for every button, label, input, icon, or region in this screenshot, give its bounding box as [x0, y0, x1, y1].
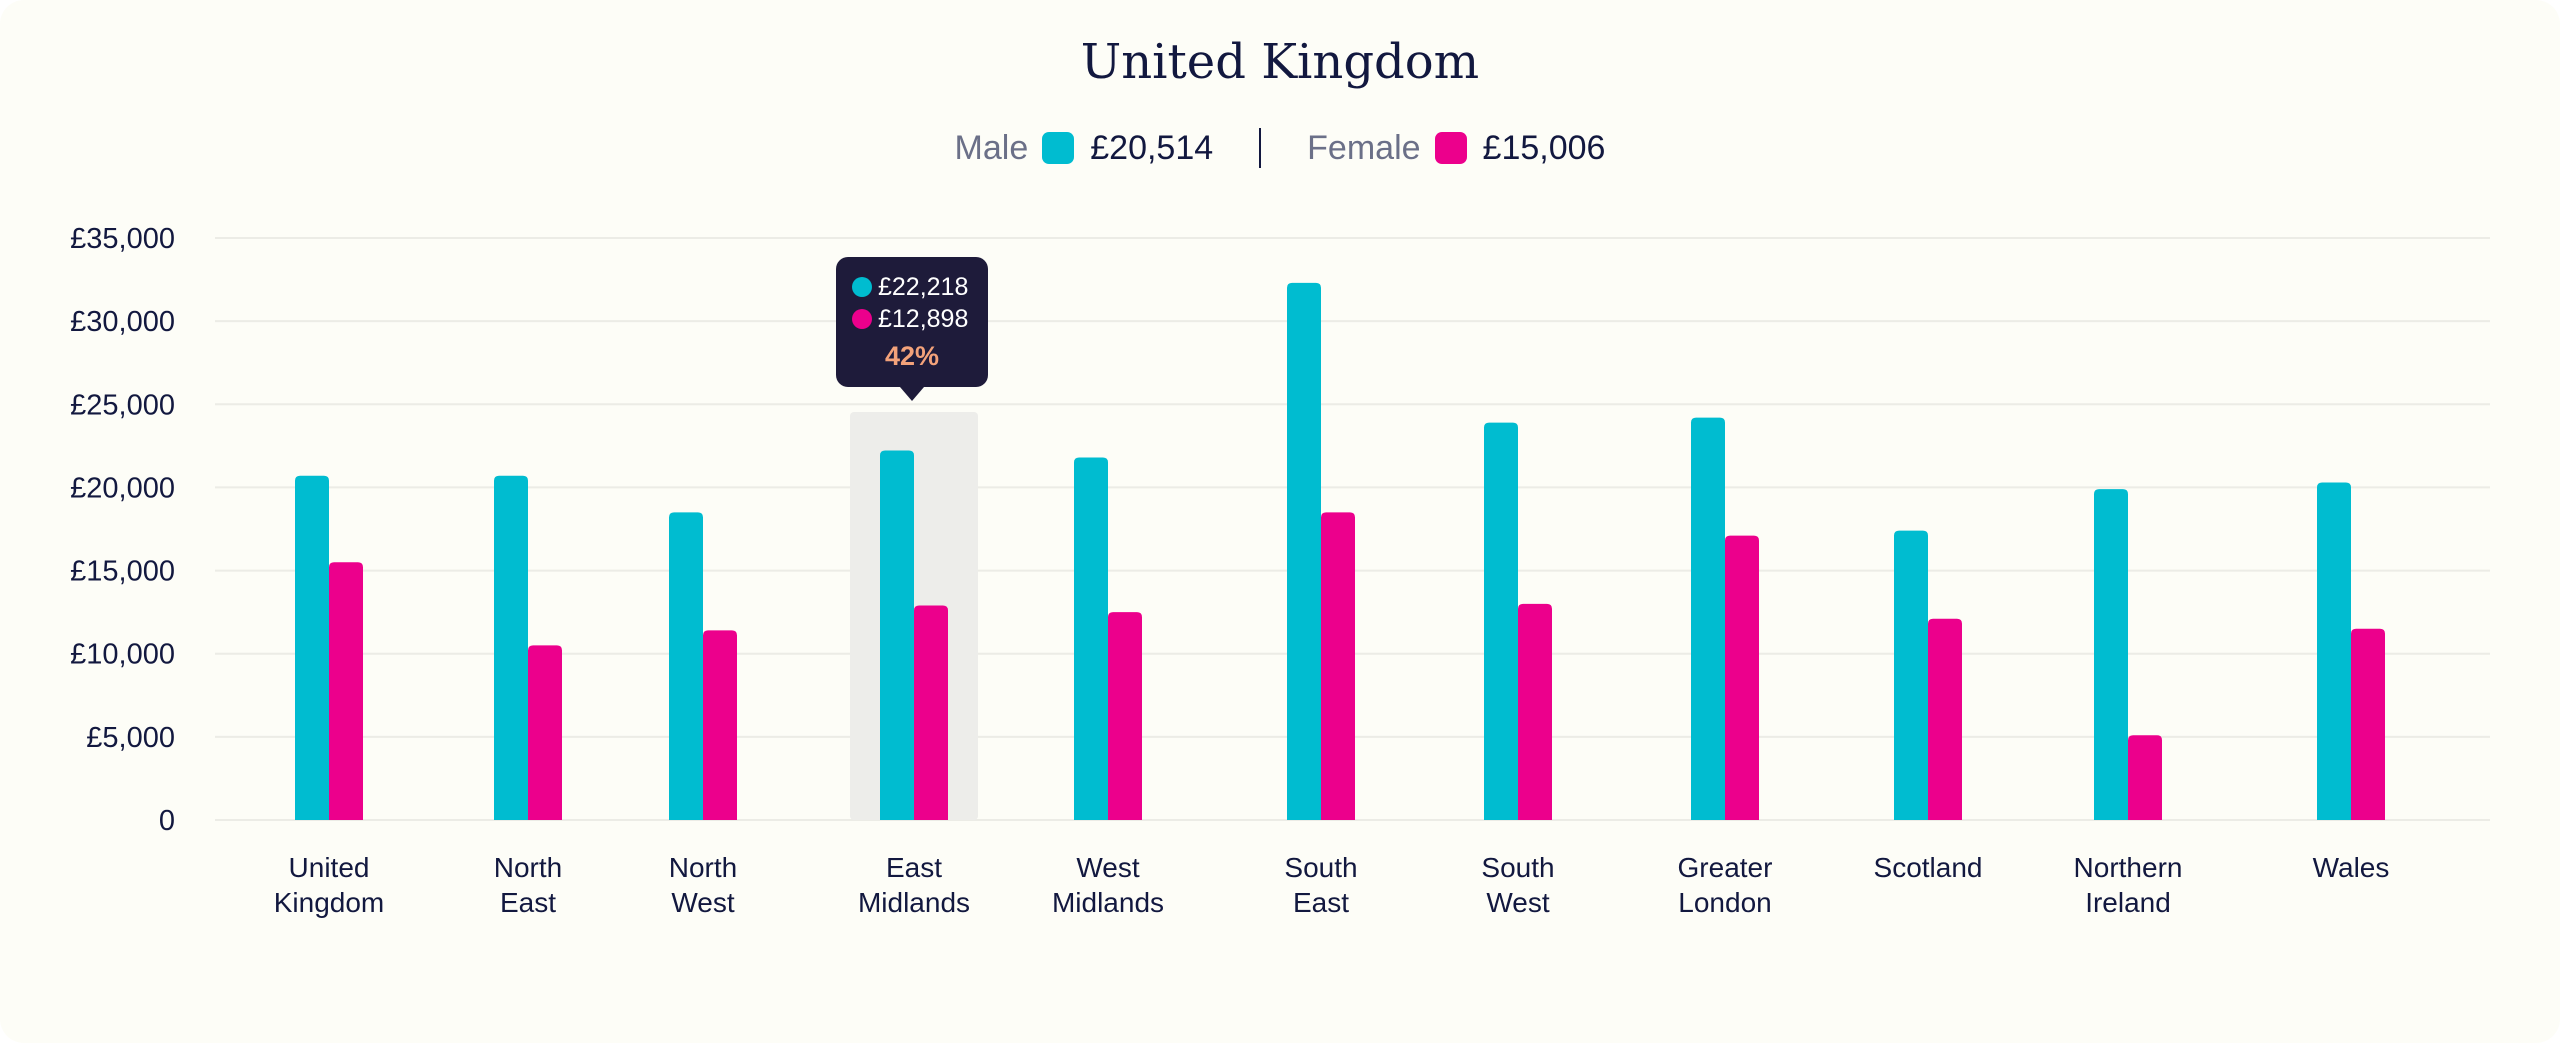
bar-female: [1518, 603, 1552, 820]
y-tick-label: £5,000: [86, 722, 175, 754]
bar-male: [669, 512, 703, 820]
bar-male: [1894, 530, 1928, 820]
y-tick-label: 0: [159, 805, 175, 837]
x-tick-label: North: [494, 852, 562, 883]
y-tick-label: £25,000: [70, 389, 175, 421]
y-tick-label: £30,000: [70, 306, 175, 338]
tooltip-gap-percent: 42%: [884, 341, 940, 371]
x-tick-label: East: [1293, 887, 1349, 918]
x-tick-label: Scotland: [1874, 852, 1983, 883]
bar-male: [1074, 457, 1108, 820]
legend-female-swatch: [1434, 132, 1467, 164]
legend-item-female[interactable]: Female £15,006: [1307, 129, 1605, 168]
x-tick-label: East: [886, 852, 942, 883]
bar-male: [880, 450, 914, 820]
y-tick-label: £20,000: [70, 472, 175, 504]
tooltip-male-row: £22,218: [852, 271, 988, 303]
bar-female: [1321, 512, 1355, 820]
bar-male: [295, 475, 329, 820]
bar-male: [1484, 422, 1518, 820]
bar-female: [1108, 612, 1142, 820]
x-tick-label: West: [671, 887, 734, 918]
y-tick-label: £15,000: [70, 556, 175, 588]
bar-male: [1691, 417, 1725, 820]
bar-female: [2351, 628, 2385, 820]
x-tick-label: Greater: [1678, 852, 1773, 883]
x-tick-label: North: [669, 852, 737, 883]
x-tick-label: South: [1481, 852, 1554, 883]
y-tick-label: £10,000: [70, 639, 175, 671]
tooltip-female-value: £12,898: [878, 304, 969, 333]
bar-male: [2317, 482, 2351, 820]
x-tick-label: Kingdom: [274, 887, 385, 918]
x-tick-label: Wales: [2313, 852, 2390, 883]
legend-female-label: Female: [1307, 128, 1421, 167]
x-tick-label: West: [1076, 852, 1139, 883]
chart-title: United Kingdom: [1080, 34, 1480, 90]
bar-female: [329, 562, 363, 820]
tooltip-male-value: £22,218: [878, 272, 969, 301]
legend-female-value: £15,006: [1482, 128, 1606, 167]
x-tick-label: Midlands: [1052, 887, 1164, 918]
bar-female: [2128, 735, 2162, 820]
bar-female: [528, 645, 562, 820]
x-tick-label: Midlands: [858, 887, 970, 918]
x-tick-label: West: [1486, 887, 1549, 918]
legend: Male £20,514 Female £15,006: [0, 128, 2560, 168]
x-tick-label: London: [1678, 887, 1771, 918]
bar-female: [914, 605, 948, 820]
bar-male: [1287, 282, 1321, 820]
x-tick-label: Ireland: [2085, 887, 2171, 918]
bar-male: [2094, 489, 2128, 820]
x-tick-label: South: [1284, 852, 1357, 883]
bar-male: [494, 475, 528, 820]
legend-divider: [1259, 128, 1262, 168]
x-tick-label: United: [289, 852, 370, 883]
legend-male-value: £20,514: [1090, 128, 1214, 167]
bar-female: [1928, 618, 1962, 820]
x-tick-label: East: [500, 887, 556, 918]
legend-male-swatch: [1042, 132, 1075, 164]
tooltip-male-dot: [852, 277, 872, 297]
legend-item-male[interactable]: Male £20,514: [955, 129, 1214, 168]
tooltip-female-dot: [852, 309, 872, 329]
tooltip: £22,218 £12,898 42%: [836, 257, 988, 401]
bar-female: [1725, 535, 1759, 820]
y-tick-label: £35,000: [70, 223, 175, 255]
bar-female: [703, 630, 737, 820]
legend-male-label: Male: [954, 128, 1029, 167]
x-tick-label: Northern: [2074, 852, 2183, 883]
tooltip-female-row: £12,898: [852, 303, 988, 335]
